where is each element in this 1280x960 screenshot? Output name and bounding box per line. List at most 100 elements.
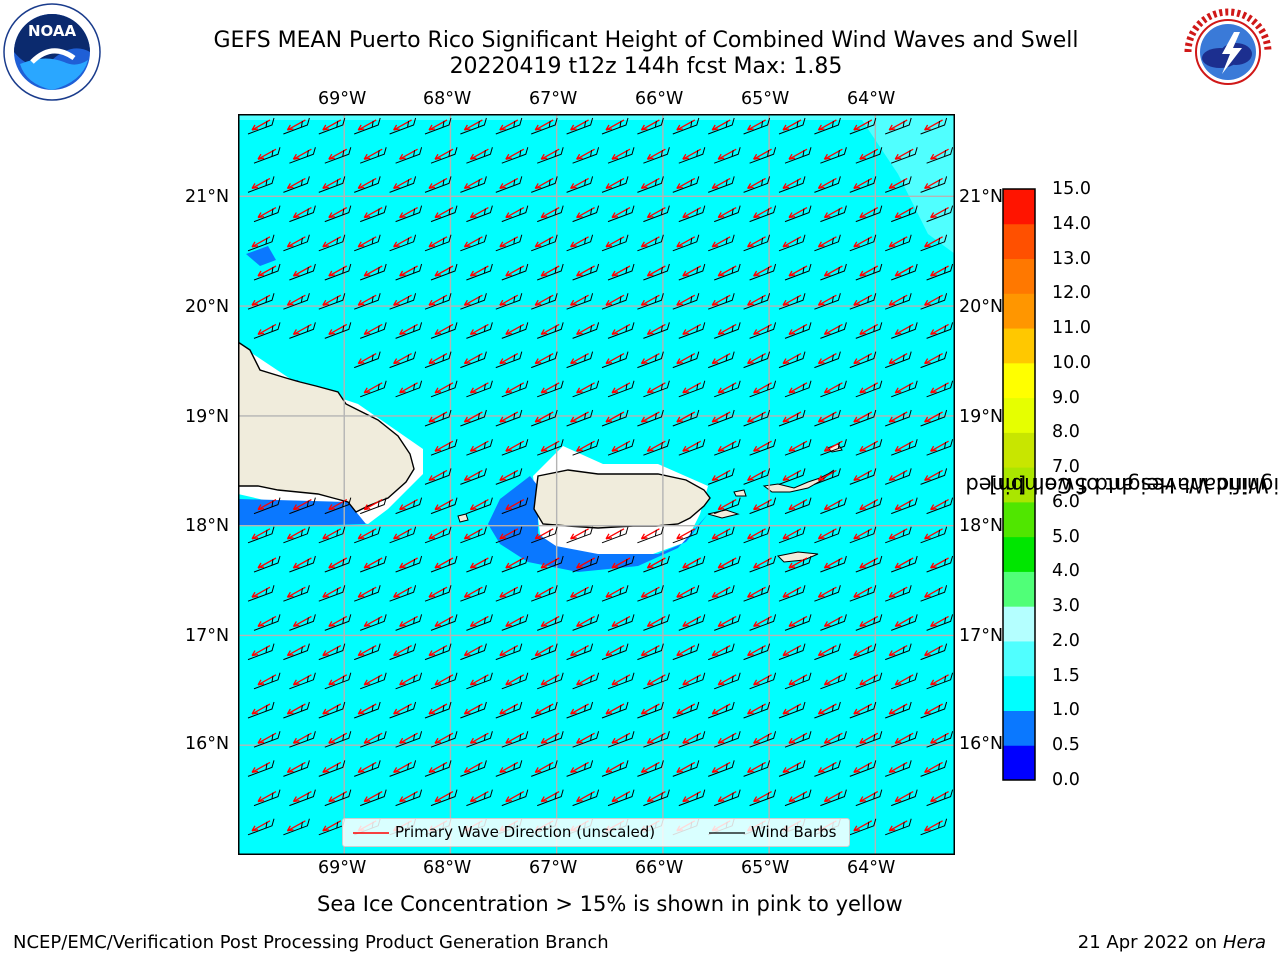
wind-barb <box>920 409 948 427</box>
colorbar-tick-label: 1.5 <box>1052 665 1080 686</box>
wind-barb <box>920 760 948 777</box>
nws-logo <box>1178 2 1278 102</box>
wind-barb <box>891 263 918 281</box>
wave-height-map <box>238 114 955 855</box>
wind-barb <box>743 526 771 544</box>
wind-barb <box>749 672 777 690</box>
wind-barb <box>360 789 387 807</box>
wind-barb <box>601 293 629 310</box>
wind-barb <box>531 351 558 369</box>
wind-barb <box>324 205 352 223</box>
wind-barb <box>885 585 912 602</box>
colorbar-swatch <box>1003 432 1035 468</box>
wind-barb <box>289 614 316 631</box>
colorbar-tick-label: 10.0 <box>1052 352 1091 373</box>
wind-barb <box>678 205 706 223</box>
wind-barb <box>743 409 771 427</box>
wind-barb <box>643 789 670 807</box>
lon-label-bottom: 69°W <box>318 858 367 878</box>
wind-barb <box>430 731 458 748</box>
wind-barb <box>318 293 346 310</box>
colorbar-tick-label: 1.0 <box>1052 700 1080 721</box>
wind-barb <box>637 234 664 252</box>
wind-barb <box>566 234 594 252</box>
wind-barb <box>566 643 594 661</box>
wind-barb <box>424 117 452 135</box>
wind-barb <box>501 439 529 456</box>
wind-barb <box>283 760 310 777</box>
wind-barb <box>501 731 529 748</box>
wind-barb <box>814 409 841 427</box>
wind-barb <box>678 789 706 807</box>
wind-barb <box>672 176 700 193</box>
noaa-logo: NOAA <box>2 2 102 102</box>
wind-barb <box>537 322 564 339</box>
wind-barb <box>743 643 771 661</box>
lon-label-top: 69°W <box>318 89 367 109</box>
wind-barb <box>714 205 741 223</box>
wind-barb <box>566 117 594 135</box>
wind-barb <box>253 555 281 573</box>
wind-barb <box>637 176 664 193</box>
wind-barb <box>495 293 523 310</box>
wind-barb <box>566 760 594 777</box>
wind-barb <box>885 526 912 544</box>
wind-barb <box>885 234 912 252</box>
lat-label-right: 18°N <box>959 516 1004 536</box>
wind-barb <box>849 585 877 602</box>
wind-barb <box>566 701 594 719</box>
wind-barb <box>466 263 493 281</box>
colorbar-swatch <box>1003 675 1035 711</box>
wind-barb <box>885 643 912 661</box>
wind-barb <box>572 614 600 631</box>
lat-label-right: 16°N <box>959 734 1004 754</box>
wind-barb <box>318 701 346 719</box>
wind-barb <box>247 234 275 252</box>
wind-barb <box>430 147 458 164</box>
wind-barb <box>501 672 529 690</box>
wind-barb <box>424 234 452 252</box>
wind-barb <box>460 293 487 310</box>
wind-barb <box>531 176 558 193</box>
wind-barb <box>926 322 954 339</box>
wind-barb <box>495 117 523 135</box>
wind-barb <box>926 263 954 281</box>
wind-barb <box>849 760 877 777</box>
wind-barb <box>566 585 594 602</box>
wind-barb <box>430 380 458 398</box>
wind-barb <box>643 322 670 339</box>
wind-barb <box>607 322 635 339</box>
colorbar-tick-label: 14.0 <box>1052 213 1091 234</box>
wind-barb <box>637 643 664 661</box>
wind-barb <box>607 731 635 748</box>
wind-barb <box>354 701 381 719</box>
lighter-wave-band <box>238 114 955 120</box>
lon-label-bottom: 66°W <box>635 858 684 878</box>
colorbar-tick-label: 4.0 <box>1052 561 1080 582</box>
wind-barb <box>778 176 806 193</box>
wind-barb <box>360 147 387 164</box>
legend-wave-direction: Primary Wave Direction (unscaled) <box>395 823 656 841</box>
wind-barb <box>749 731 777 748</box>
wind-barb <box>566 176 594 193</box>
wind-barb <box>466 439 493 456</box>
wind-barb <box>849 818 877 836</box>
wind-barb <box>708 526 735 544</box>
wind-barb <box>253 322 281 339</box>
land-hispaniola <box>238 341 415 513</box>
wind-barb <box>849 409 877 427</box>
wind-barb <box>855 147 883 164</box>
wind-barb <box>714 263 741 281</box>
wind-barb <box>749 205 777 223</box>
wind-barb <box>354 293 381 310</box>
wind-barb <box>460 701 487 719</box>
wind-barb <box>324 147 352 164</box>
wind-barb <box>749 263 777 281</box>
wind-barb <box>749 147 777 164</box>
colorbar-swatch <box>1003 571 1035 607</box>
wind-barb <box>531 234 558 252</box>
wind-barb <box>849 234 877 252</box>
wind-barb <box>784 263 812 281</box>
wind-barb <box>814 760 841 777</box>
colorbar-frame <box>1002 188 1036 781</box>
